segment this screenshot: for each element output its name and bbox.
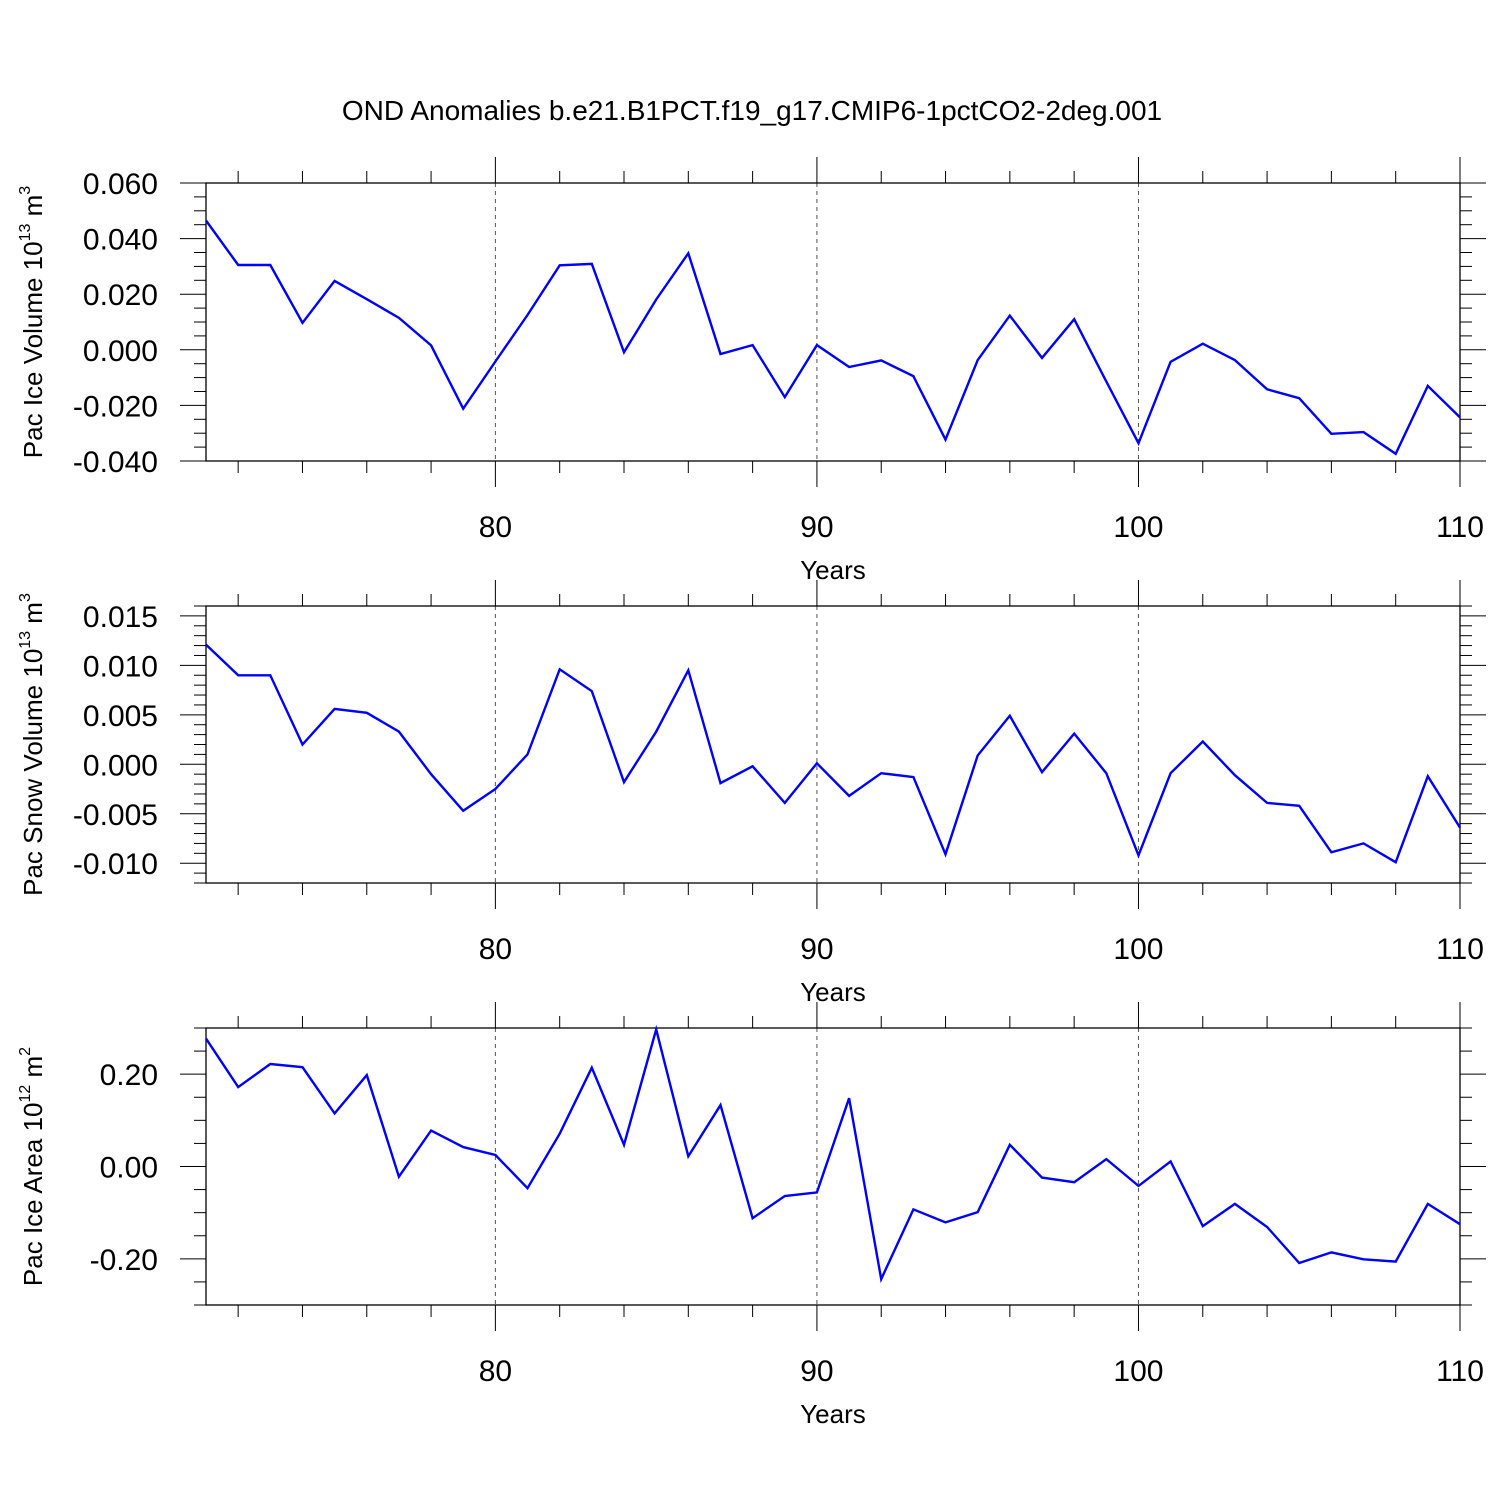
y-tick-label: -0.20 xyxy=(90,1244,158,1277)
panel-1: 80 90 100 110 Years -0.040 -0.020 0.000 0.020 0.0… xyxy=(17,157,1486,585)
panel-2: 80 90 100 110 Years -0.010 -0.005 0.000 0.005 0.0… xyxy=(17,580,1486,1007)
x-tick-label: 100 xyxy=(1113,933,1163,966)
y-tick-label: 0.000 xyxy=(83,335,158,368)
x-axis-title: Years xyxy=(800,555,866,585)
x-tick-label: 110 xyxy=(1436,1355,1484,1388)
y-tick-label: 0.040 xyxy=(83,224,158,257)
x-tick-label: 90 xyxy=(800,1355,833,1388)
panel-3: 80 90 100 110 Years -0.20 0.00 0.20 Pac Ice Area… xyxy=(17,1002,1486,1429)
x-axis-title: Years xyxy=(800,1399,866,1429)
y-tick-label: -0.020 xyxy=(73,390,158,423)
y-tick-label: -0.010 xyxy=(73,848,158,881)
x-tick-label: 100 xyxy=(1113,511,1163,544)
x-tick-label: 110 xyxy=(1436,511,1484,544)
series-line xyxy=(205,1024,1461,1284)
figure-title: OND Anomalies b.e21.B1PCT.f19_g17.CMIP6-… xyxy=(342,95,1162,126)
y-tick-label: 0.000 xyxy=(83,749,158,782)
plot-frame xyxy=(205,182,1461,462)
y-axis-title: Pac Ice Area 1012 m2 xyxy=(17,1047,48,1286)
x-tick-label: 90 xyxy=(800,511,833,544)
x-tick-label: 80 xyxy=(479,511,512,544)
y-tick-label: 0.020 xyxy=(83,279,158,312)
plot-frame xyxy=(205,605,1461,884)
x-tick-label: 80 xyxy=(479,1355,512,1388)
y-tick-label: 0.005 xyxy=(83,700,158,733)
y-tick-label: 0.20 xyxy=(100,1059,158,1092)
y-tick-label: 0.015 xyxy=(83,601,158,634)
y-tick-label: 0.00 xyxy=(100,1152,158,1185)
series-line xyxy=(205,219,1461,456)
y-tick-label: -0.040 xyxy=(73,446,158,479)
x-tick-label: 100 xyxy=(1113,1355,1163,1388)
x-tick-label: 110 xyxy=(1436,933,1484,966)
x-axis-title: Years xyxy=(800,977,866,1007)
y-tick-label: 0.060 xyxy=(83,168,158,201)
plot-frame xyxy=(205,1027,1461,1306)
x-tick-label: 90 xyxy=(800,933,833,966)
y-axis-title: Pac Snow Volume 1013 m3 xyxy=(17,593,48,896)
x-tick-label: 80 xyxy=(479,933,512,966)
series-line xyxy=(205,643,1462,864)
y-tick-label: -0.005 xyxy=(73,799,158,832)
y-axis-title: Pac Ice Volume 1013 m3 xyxy=(17,186,48,459)
y-tick-label: 0.010 xyxy=(83,650,158,683)
